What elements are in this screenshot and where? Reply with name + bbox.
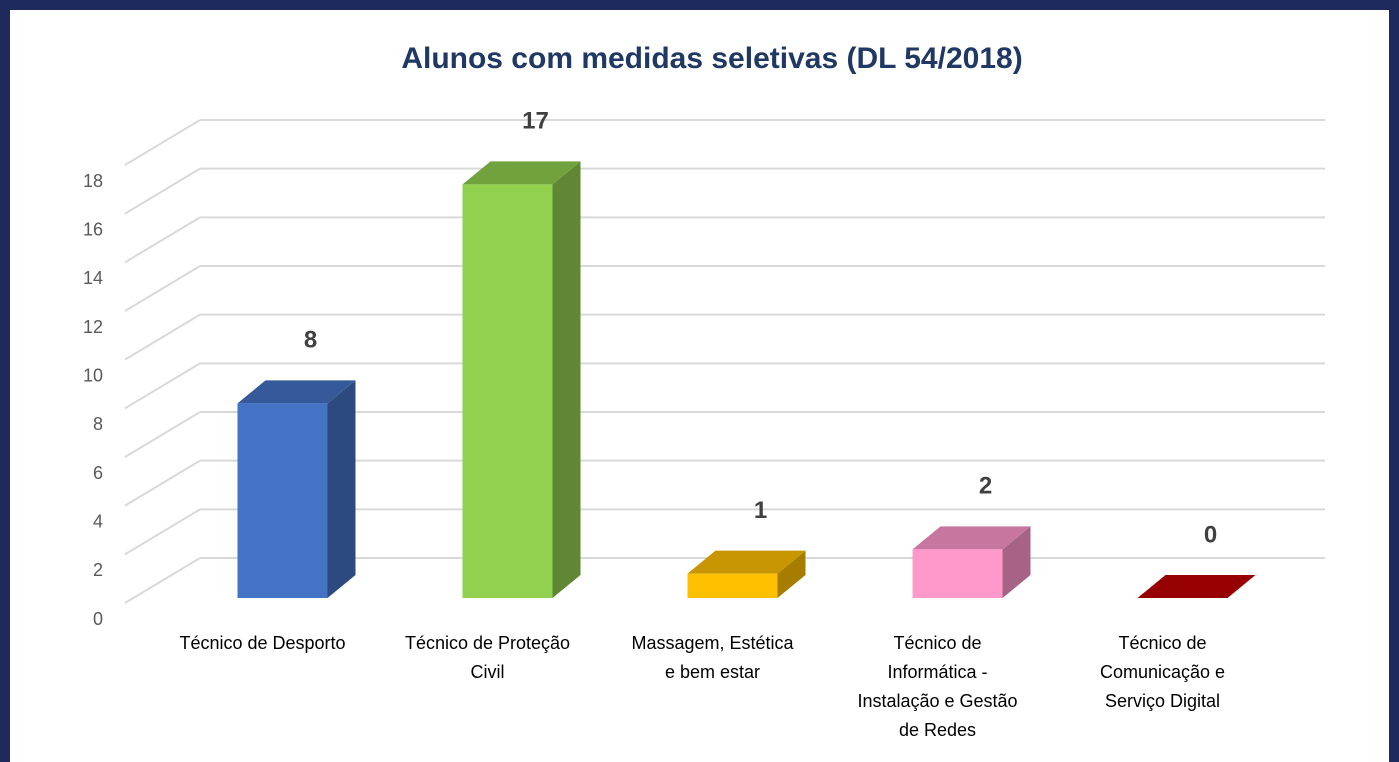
bar-front bbox=[462, 184, 553, 599]
value-label: 1 bbox=[754, 497, 767, 524]
bar bbox=[462, 161, 581, 599]
value-label: 17 bbox=[522, 108, 549, 135]
x-tick-label: Técnico de bbox=[1118, 633, 1206, 653]
value-label: 0 bbox=[1204, 521, 1217, 548]
bar-top bbox=[462, 161, 581, 185]
y-tick-label: 8 bbox=[93, 414, 103, 434]
bar bbox=[237, 380, 356, 598]
value-label: 2 bbox=[979, 473, 992, 500]
x-tick-label: Técnico de Proteção bbox=[405, 633, 570, 653]
value-label: 8 bbox=[304, 327, 317, 354]
x-tick-label: e bem estar bbox=[665, 662, 760, 682]
bar-top bbox=[237, 380, 356, 404]
y-tick-label: 14 bbox=[83, 268, 103, 288]
bar-front bbox=[687, 573, 778, 598]
x-tick-label: Informática - bbox=[887, 662, 987, 682]
grid-line bbox=[124, 313, 201, 361]
x-tick-label: Civil bbox=[471, 662, 505, 682]
bar-side bbox=[327, 380, 356, 598]
bar bbox=[1137, 575, 1256, 598]
y-tick-label: 16 bbox=[83, 219, 103, 239]
bar-top bbox=[912, 526, 1031, 550]
x-tick-label: Técnico de Desporto bbox=[179, 633, 345, 653]
bar bbox=[687, 550, 806, 598]
y-tick-label: 6 bbox=[93, 463, 103, 483]
y-tick-label: 12 bbox=[83, 317, 103, 337]
bar-side bbox=[777, 550, 806, 598]
bar-front bbox=[912, 549, 1003, 598]
grid-line bbox=[124, 167, 201, 215]
grid-line bbox=[124, 508, 201, 556]
chart-title: Alunos com medidas seletivas (DL 54/2018… bbox=[401, 42, 1022, 75]
grid-line bbox=[124, 265, 201, 312]
x-tick-label: de Redes bbox=[899, 720, 976, 740]
bar bbox=[912, 526, 1031, 598]
grid-line bbox=[124, 362, 201, 410]
y-tick-label: 18 bbox=[83, 171, 103, 191]
y-tick-label: 4 bbox=[93, 511, 103, 531]
y-tick-label: 2 bbox=[93, 560, 103, 580]
x-tick-label: Instalação e Gestão bbox=[857, 691, 1017, 711]
grid-line bbox=[124, 557, 201, 604]
grid-line bbox=[124, 119, 201, 166]
bar-side bbox=[552, 161, 581, 599]
bar-side bbox=[1002, 526, 1031, 598]
x-tick-label: Técnico de bbox=[893, 633, 981, 653]
grid-line bbox=[124, 459, 201, 507]
bar-top bbox=[1137, 575, 1256, 598]
x-tick-label: Massagem, Estética bbox=[631, 633, 794, 653]
x-tick-label: Comunicação e bbox=[1100, 662, 1225, 682]
bar-top bbox=[687, 550, 806, 574]
bar-front bbox=[237, 403, 328, 598]
y-tick-label: 10 bbox=[83, 365, 103, 385]
grid-line bbox=[124, 216, 201, 264]
x-tick-label: Serviço Digital bbox=[1105, 691, 1220, 711]
y-tick-label: 0 bbox=[93, 609, 103, 629]
grid-line bbox=[124, 411, 201, 458]
